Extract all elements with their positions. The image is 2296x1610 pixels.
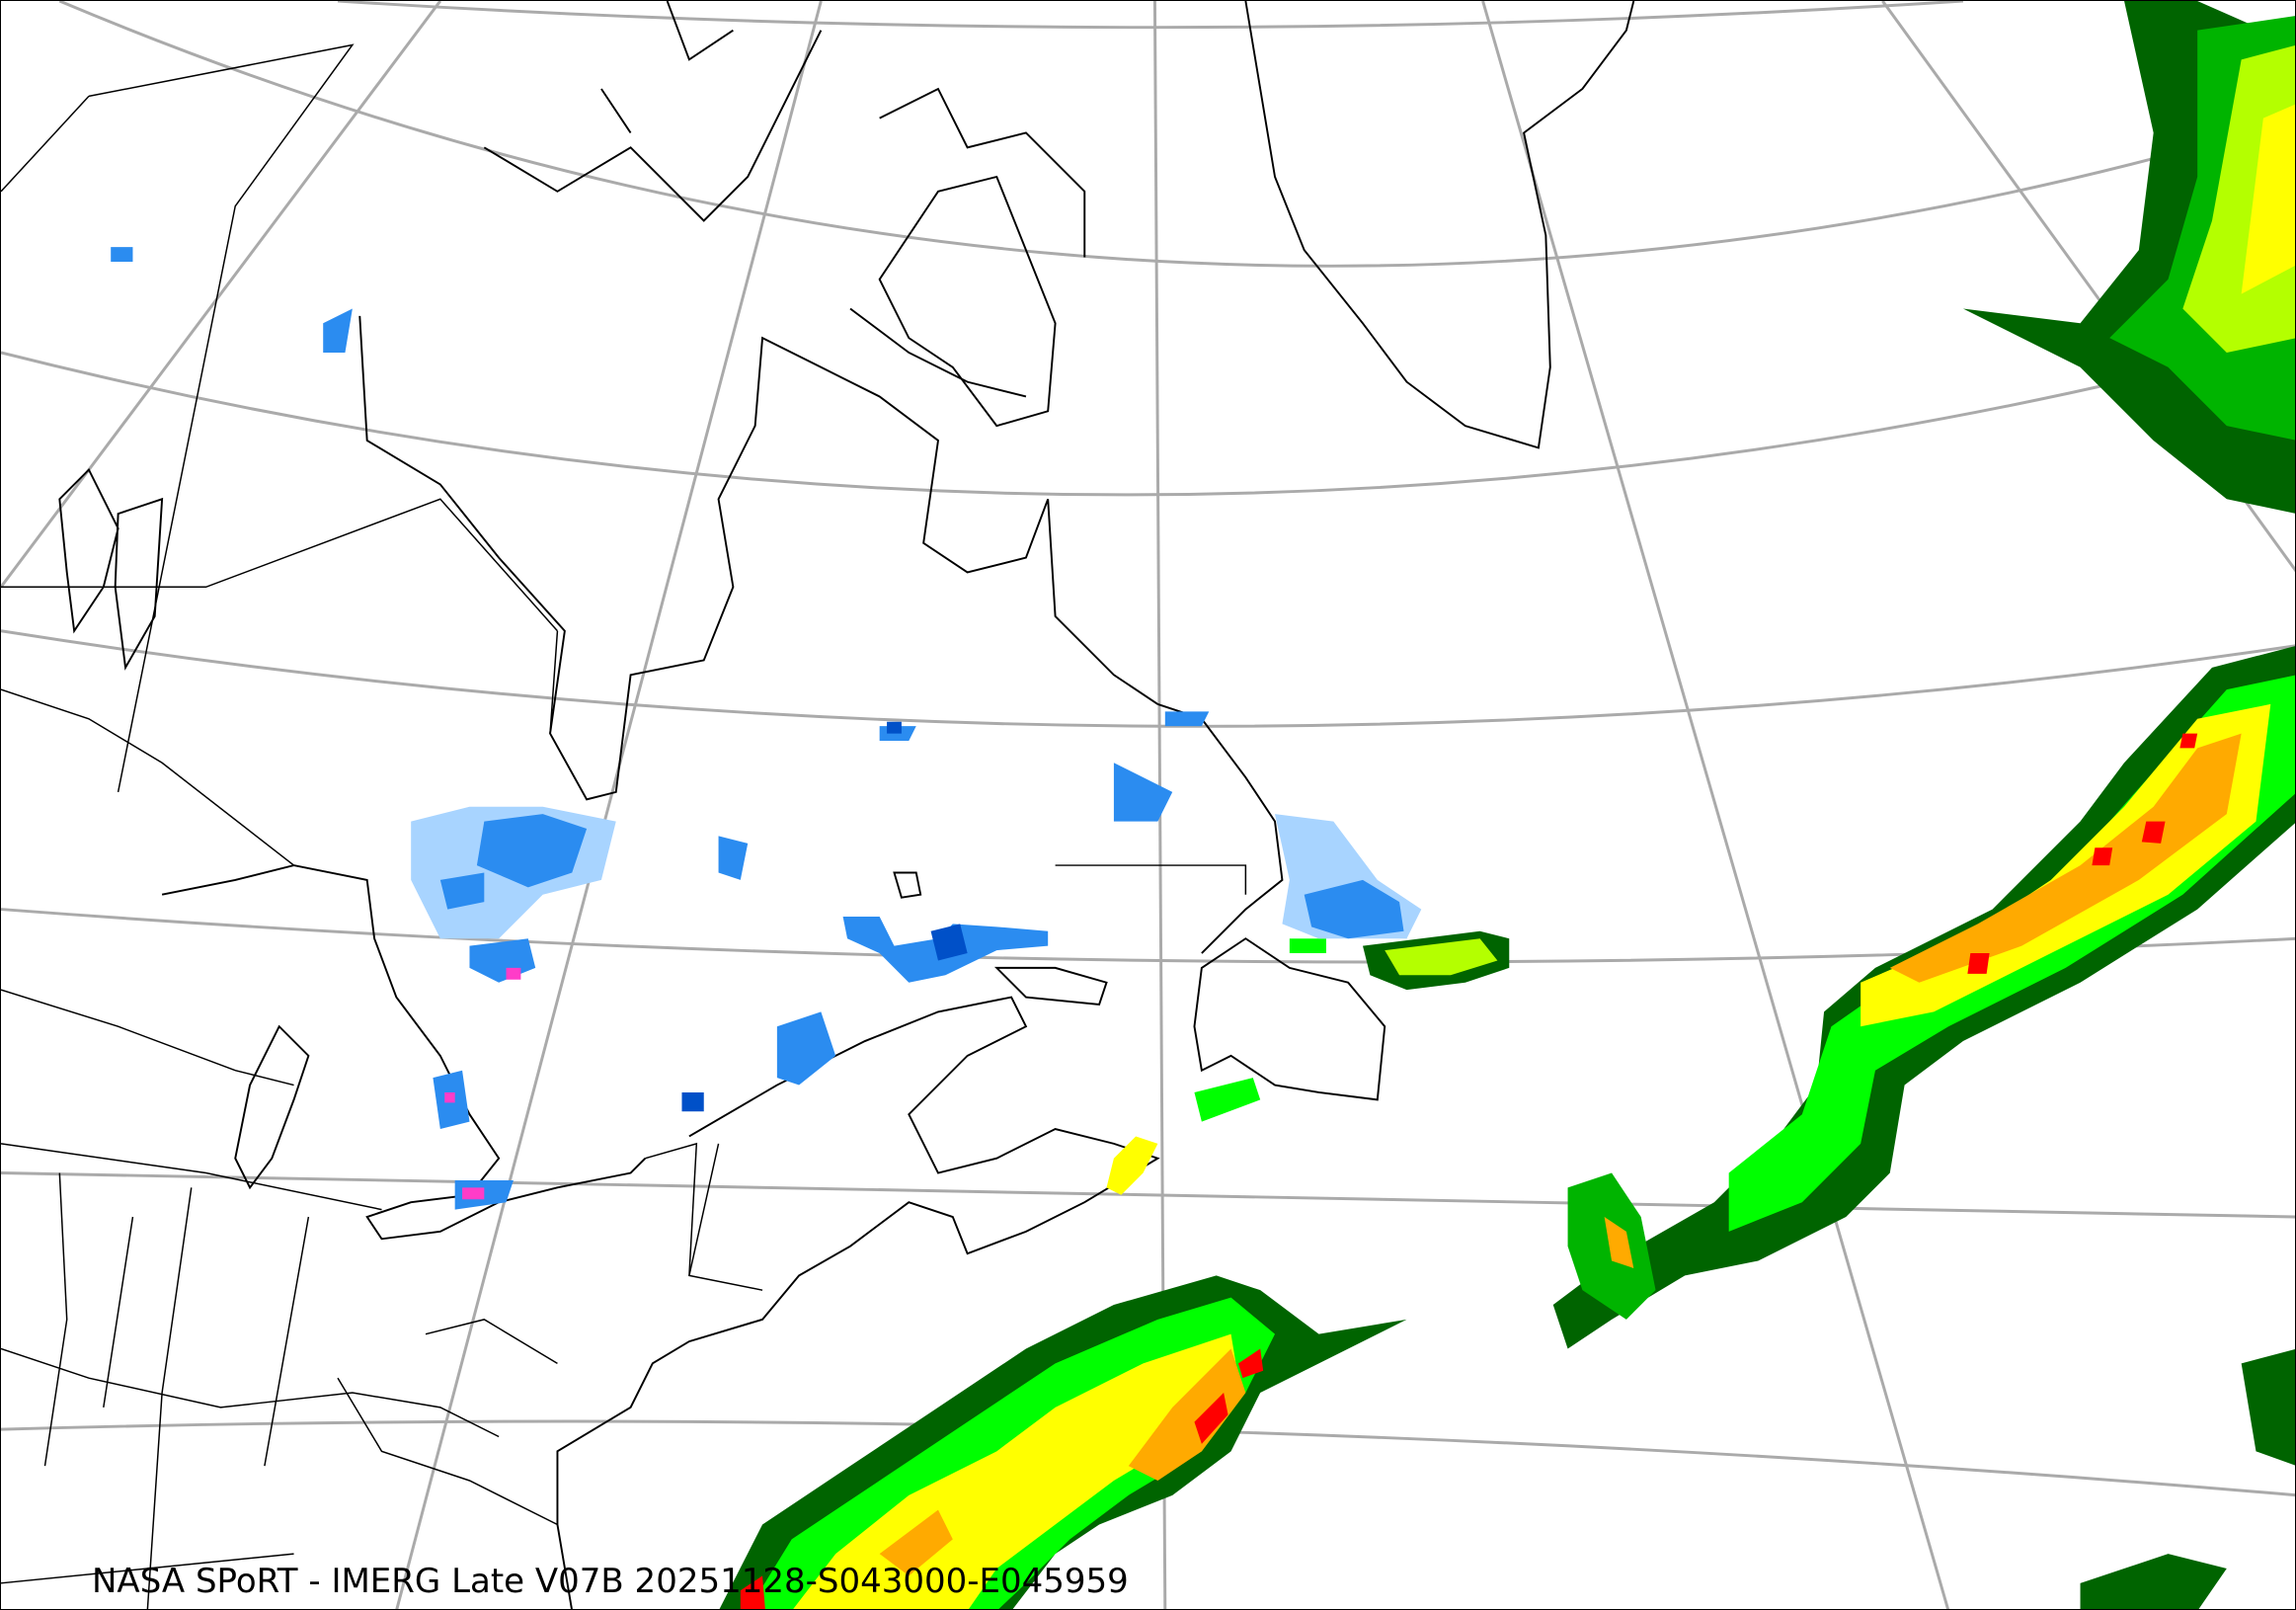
latitude-line (58, 1, 2295, 268)
labrador-coast (1157, 703, 1284, 954)
latitude-line (1, 337, 2295, 497)
precipitation (111, 1, 2295, 1609)
political-borders (1, 43, 1247, 1609)
longitude-line (1, 1, 442, 589)
gulf-st-lawrence-coast (556, 996, 1160, 1609)
precip-area (1194, 938, 1326, 1122)
hudson-bay-coast (358, 315, 1158, 801)
newfoundland-coast (1193, 937, 1386, 1101)
greenland-coast (1244, 1, 1635, 449)
pacific-islands-coast (58, 467, 164, 671)
latitude-line (337, 1, 1964, 30)
baffin-island-coast (878, 175, 1057, 428)
provincial-border (1, 43, 1247, 1276)
precip-area (111, 247, 749, 880)
coastlines (58, 1, 1635, 1609)
latitude-line (1, 629, 2295, 728)
great-lakes-coast (161, 864, 647, 1241)
precip-area (1604, 1217, 1634, 1268)
precip-area (433, 814, 588, 1210)
latitude-line (1, 1171, 2295, 1219)
precip-area (1304, 879, 1404, 939)
map-caption: NASA SPoRT - IMERG Late V07B 20251128-S0… (92, 1562, 1129, 1601)
canada-us-border (1, 688, 763, 1291)
lake-michigan-coast (234, 1024, 310, 1190)
longitude-line (1481, 1, 1950, 1609)
anticosti-lake-coast (893, 871, 1108, 1006)
precip-area (1889, 733, 2242, 983)
precip-area (879, 1348, 1246, 1576)
longitude-line (395, 1, 823, 1609)
precip-area (1385, 938, 1498, 976)
precip-area (1106, 1136, 1158, 1195)
state-border (1, 1172, 558, 1609)
precip-area (2080, 1349, 2295, 1609)
precip-area (2241, 104, 2295, 294)
arctic-islands-coast (483, 1, 1086, 398)
precip-area (776, 711, 1210, 1086)
